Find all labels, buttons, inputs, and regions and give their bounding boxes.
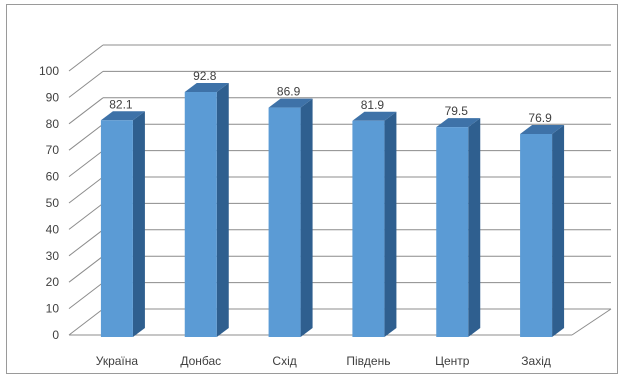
gridline-depth <box>68 44 104 72</box>
y-tick-label: 0 <box>52 328 59 342</box>
data-label: 76.9 <box>528 111 552 125</box>
data-label: 81.9 <box>361 98 385 112</box>
data-label: 79.5 <box>445 104 469 118</box>
bar-side <box>216 83 229 338</box>
bar-top <box>100 111 145 121</box>
gridline-depth <box>68 229 104 257</box>
y-tick-label: 40 <box>46 222 60 236</box>
bar <box>184 92 217 338</box>
x-tick-label: Україна <box>96 354 139 368</box>
gridline-depth <box>68 282 104 309</box>
gridline-depth <box>68 150 104 177</box>
y-tick-label: 10 <box>46 302 60 316</box>
x-tick-label: Схід <box>272 354 296 368</box>
bar-side <box>468 118 481 338</box>
y-tick-label: 100 <box>39 64 59 78</box>
x-tick-label: Центр <box>435 354 470 368</box>
bar-top <box>520 124 565 134</box>
gridline-depth <box>68 308 104 336</box>
y-tick-label: 80 <box>46 117 60 131</box>
y-tick-label: 20 <box>46 275 60 289</box>
bar <box>352 120 385 337</box>
bar <box>520 133 553 337</box>
gridline-depth <box>68 71 104 98</box>
x-tick-label: Захід <box>521 354 551 368</box>
bar-chart: 0 10 20 30 40 50 60 70 80 90 100 82.1 Україна 92.8 Дон… <box>39 44 612 368</box>
gridline-depth <box>68 203 104 230</box>
data-label: 86.9 <box>277 85 301 99</box>
y-tick-label: 90 <box>46 90 60 104</box>
bar-top <box>268 98 313 108</box>
y-tick-label: 50 <box>46 196 60 210</box>
chart-frame: 0 10 20 30 40 50 60 70 80 90 100 82.1 Україна 92.8 Дон… <box>6 4 618 374</box>
bar-side <box>132 111 145 337</box>
y-tick-label: 30 <box>46 249 60 263</box>
gridline-depth <box>68 123 104 151</box>
data-label: 92.8 <box>193 69 217 83</box>
bar <box>268 107 301 337</box>
x-tick-label: Південь <box>346 354 390 368</box>
floor-side-edge <box>571 308 612 336</box>
gridline-depth <box>68 97 104 125</box>
bar-side <box>300 98 313 337</box>
x-tick-label: Донбас <box>180 354 221 368</box>
bar-top <box>184 83 229 93</box>
data-label: 82.1 <box>109 97 133 111</box>
gridline-depth <box>68 255 104 283</box>
gridline-depth <box>68 176 104 204</box>
bar-side <box>384 111 397 337</box>
y-tick-label: 70 <box>46 143 60 157</box>
bar-top <box>352 111 397 121</box>
bar-side <box>552 124 565 337</box>
bar-top <box>436 118 481 128</box>
bar <box>100 120 133 337</box>
y-tick-label: 60 <box>46 170 60 184</box>
bar <box>436 127 469 338</box>
